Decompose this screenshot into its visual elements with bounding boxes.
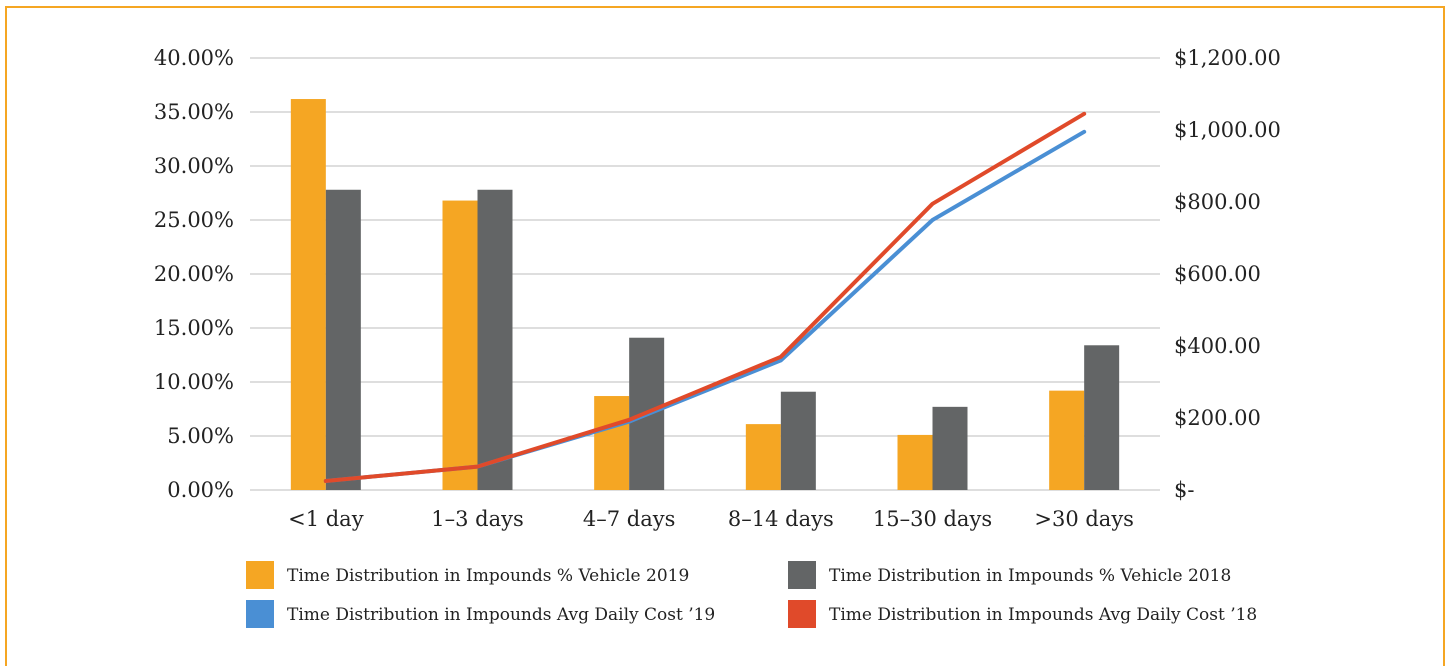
y-left-tick-label: 15.00% (154, 316, 234, 340)
y-left-tick-label: 5.00% (167, 424, 234, 448)
x-tick-label: 8–14 days (728, 507, 834, 531)
y-left-tick-label: 40.00% (154, 46, 234, 70)
bar (780, 391, 816, 490)
bar (897, 434, 933, 490)
legend-swatch (788, 600, 816, 628)
legend-label: Time Distribution in Impounds % Vehicle … (287, 566, 689, 586)
bar (477, 189, 513, 490)
legend-swatch (788, 561, 816, 589)
y-left-tick-label: 25.00% (154, 208, 234, 232)
bar (745, 424, 781, 490)
x-tick-label: 15–30 days (873, 507, 992, 531)
bar (1084, 345, 1120, 490)
y-left-tick-label: 30.00% (154, 154, 234, 178)
y-right-tick-label: $400.00 (1174, 334, 1261, 358)
bar (594, 396, 630, 490)
bar (442, 200, 478, 490)
series-line (323, 129, 1087, 483)
x-tick-label: 4–7 days (583, 507, 676, 531)
chart-frame (5, 6, 1445, 666)
y-right-tick-label: $1,200.00 (1174, 46, 1281, 70)
bar (1049, 390, 1085, 490)
series-line (323, 111, 1087, 483)
bar (325, 189, 361, 490)
legend-swatch (246, 561, 274, 589)
y-right-tick-label: $800.00 (1174, 190, 1261, 214)
x-tick-label: >30 days (1034, 507, 1134, 531)
y-right-tick-label: $600.00 (1174, 262, 1261, 286)
legend-swatch (246, 600, 274, 628)
y-right-tick-label: $200.00 (1174, 406, 1261, 430)
legend-label: Time Distribution in Impounds % Vehicle … (829, 566, 1231, 586)
bar (290, 99, 326, 490)
legend-label: Time Distribution in Impounds Avg Daily … (829, 605, 1257, 625)
y-right-tick-label: $- (1174, 478, 1194, 502)
y-left-tick-label: 20.00% (154, 262, 234, 286)
y-left-tick-label: 0.00% (167, 478, 234, 502)
y-right-tick-label: $1,000.00 (1174, 118, 1281, 142)
y-left-tick-label: 10.00% (154, 370, 234, 394)
bar (932, 406, 968, 490)
legend-label: Time Distribution in Impounds Avg Daily … (287, 605, 715, 625)
x-tick-label: <1 day (288, 507, 364, 531)
y-left-tick-label: 35.00% (154, 100, 234, 124)
x-tick-label: 1–3 days (431, 507, 524, 531)
